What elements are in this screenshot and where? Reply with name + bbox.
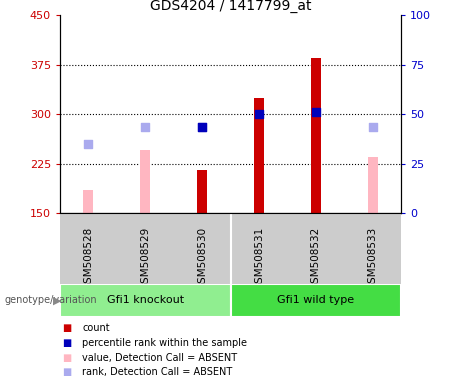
Text: value, Detection Call = ABSENT: value, Detection Call = ABSENT [82, 353, 237, 362]
Text: ■: ■ [62, 323, 71, 333]
Bar [254, 98, 264, 213]
Bar [197, 170, 207, 213]
Point [85, 141, 92, 147]
Bar [60, 284, 230, 317]
Point [369, 124, 376, 131]
Text: ■: ■ [62, 367, 71, 377]
Text: percentile rank within the sample: percentile rank within the sample [82, 338, 247, 348]
Text: ▶: ▶ [53, 295, 61, 306]
Point [142, 124, 149, 131]
Text: genotype/variation: genotype/variation [5, 295, 97, 306]
Text: count: count [82, 323, 110, 333]
Point [198, 124, 206, 131]
Point [198, 124, 206, 131]
Text: ■: ■ [62, 338, 71, 348]
Title: GDS4204 / 1417799_at: GDS4204 / 1417799_at [150, 0, 311, 13]
Bar [140, 151, 150, 213]
Text: Gfi1 wild type: Gfi1 wild type [277, 295, 355, 306]
Point [312, 109, 319, 115]
Bar [367, 157, 378, 213]
Bar [230, 284, 401, 317]
Text: Gfi1 knockout: Gfi1 knockout [106, 295, 184, 306]
Bar [311, 58, 321, 213]
Text: rank, Detection Call = ABSENT: rank, Detection Call = ABSENT [82, 367, 232, 377]
Point [255, 111, 263, 118]
Bar [83, 190, 94, 213]
Text: ■: ■ [62, 353, 71, 362]
